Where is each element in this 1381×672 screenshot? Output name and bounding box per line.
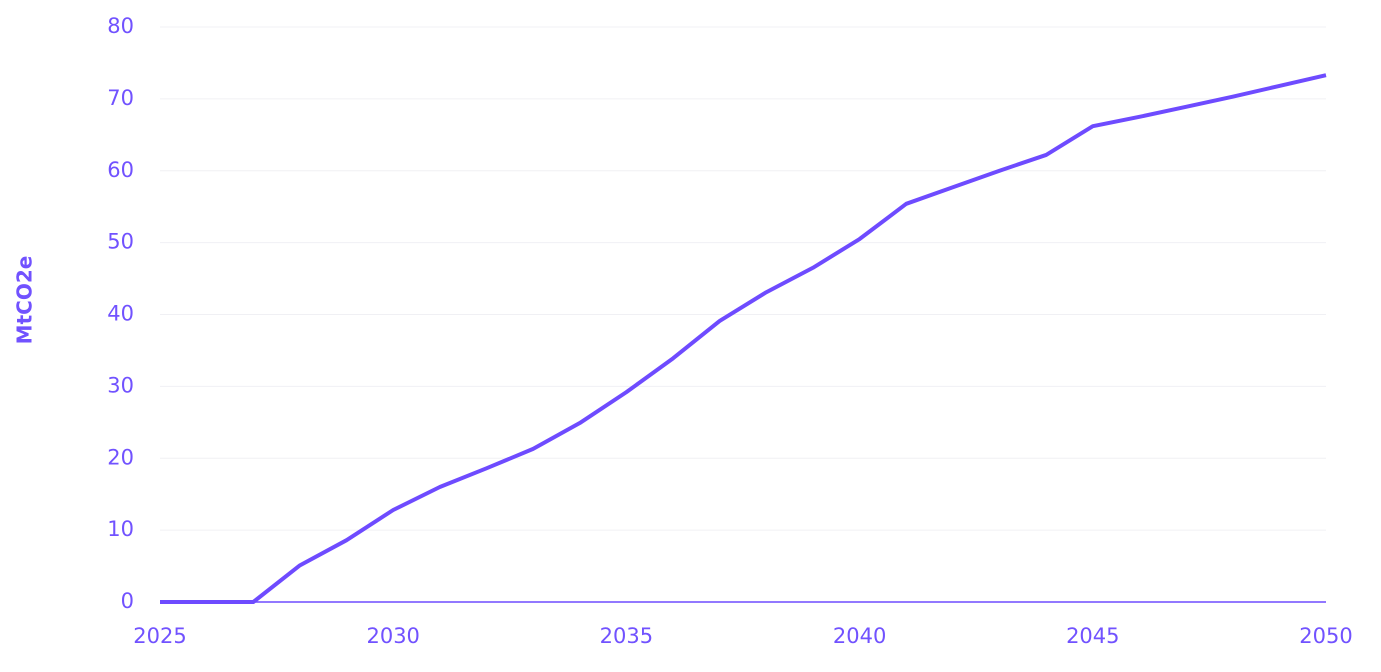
y-tick-label: 60	[107, 158, 134, 182]
x-tick-label: 2030	[366, 624, 419, 648]
x-tick-label: 2045	[1066, 624, 1119, 648]
x-tick-label: 2050	[1299, 624, 1352, 648]
y-tick-label: 70	[107, 86, 134, 110]
x-tick-label: 2025	[133, 624, 186, 648]
y-tick-label: 40	[107, 302, 134, 326]
y-tick-label: 10	[107, 517, 134, 541]
y-tick-label: 80	[107, 14, 134, 38]
y-tick-label: 30	[107, 373, 134, 397]
data-line	[160, 73, 1327, 604]
y-tick-label: 50	[107, 230, 134, 254]
x-tick-label: 2035	[600, 624, 653, 648]
y-tick-label: 0	[121, 589, 134, 613]
x-tick-label: 2040	[833, 624, 886, 648]
y-axis-title: MtCO2e	[13, 256, 37, 345]
y-tick-label: 20	[107, 445, 134, 469]
